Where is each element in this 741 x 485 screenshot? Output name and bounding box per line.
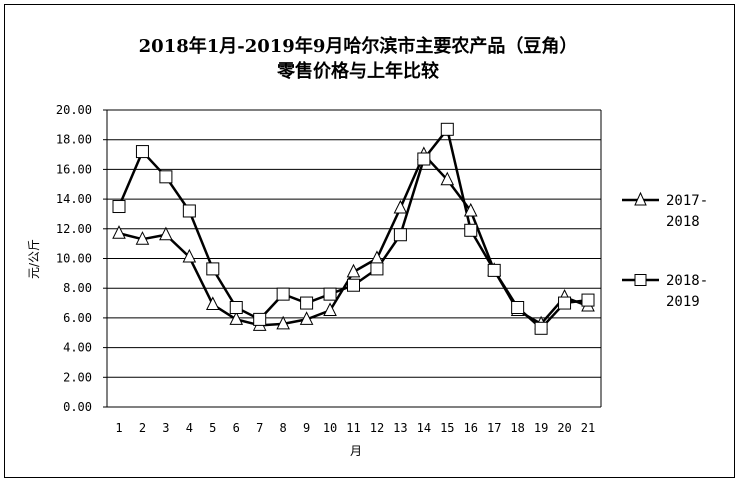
x-axis-label: 月 xyxy=(350,444,362,458)
x-tick-label: 4 xyxy=(186,421,193,435)
x-tick-label: 2 xyxy=(139,421,146,435)
x-tick-label: 6 xyxy=(233,421,240,435)
y-tick-label: 18.00 xyxy=(56,133,92,147)
chart-frame xyxy=(4,4,735,478)
legend-square-marker xyxy=(634,274,647,286)
data-point-triangle xyxy=(346,263,361,278)
y-tick-label: 2.00 xyxy=(63,370,92,384)
x-tick-label: 17 xyxy=(487,421,501,435)
y-tick-label: 0.00 xyxy=(63,400,92,414)
data-point-triangle xyxy=(159,226,173,241)
data-point-triangle xyxy=(276,315,290,330)
data-point-triangle xyxy=(229,311,244,325)
data-point-triangle xyxy=(323,302,337,316)
x-tick-label: 1 xyxy=(115,421,122,435)
data-point-square xyxy=(347,278,360,292)
data-point-triangle xyxy=(393,199,408,214)
data-point-triangle xyxy=(182,248,197,263)
data-point-square xyxy=(581,293,595,307)
x-tick-label: 20 xyxy=(557,421,571,435)
data-point-triangle xyxy=(463,202,478,217)
series-line-1 xyxy=(118,153,589,327)
data-point-square xyxy=(464,223,478,237)
data-point-square xyxy=(511,301,525,315)
legend-label-series-2-line-2: 2019 xyxy=(666,294,700,310)
x-tick-label: 10 xyxy=(323,421,337,435)
x-tick-label: 9 xyxy=(303,421,310,435)
data-point-square xyxy=(440,122,454,136)
legend-triangle-marker xyxy=(634,191,647,206)
data-point-square xyxy=(206,262,220,276)
data-point-square xyxy=(393,228,407,242)
x-tick-label: 18 xyxy=(510,421,524,435)
y-axis-ticks: 0.00 2.00 4.00 6.00 8.00 10.00 12.00 14.00 16.00… xyxy=(56,103,107,414)
x-tick-label: 15 xyxy=(440,421,454,435)
data-point-square xyxy=(323,287,337,301)
y-tick-label: 16.00 xyxy=(56,162,92,176)
series-layer xyxy=(112,122,595,335)
legend: 2017- 2018 2018- 2019 xyxy=(622,191,708,310)
y-tick-label: 20.00 xyxy=(56,103,92,117)
x-tick-label: 16 xyxy=(464,421,478,435)
data-point-square xyxy=(159,170,173,184)
chart-title-line-1: 2018年1月-2019年9月哈尔滨市主要农产品（豆角） xyxy=(139,35,578,57)
y-axis-label: 元/公斤 xyxy=(27,239,41,279)
x-tick-label: 11 xyxy=(346,421,360,435)
data-point-square xyxy=(370,262,384,276)
x-tick-label: 12 xyxy=(370,421,384,435)
y-tick-label: 4.00 xyxy=(63,341,92,355)
data-point-square xyxy=(558,296,572,310)
legend-label-series-1-line-1: 2017- xyxy=(666,193,708,209)
data-point-square xyxy=(276,287,290,301)
x-tick-label: 21 xyxy=(581,421,595,435)
data-point-triangle xyxy=(370,250,384,264)
legend-label-series-1-line-2: 2018 xyxy=(666,214,700,230)
data-point-triangle xyxy=(112,225,126,239)
x-tick-label: 14 xyxy=(417,421,431,435)
x-tick-label: 13 xyxy=(393,421,407,435)
data-point-triangle xyxy=(440,171,455,186)
data-point-square xyxy=(534,321,548,335)
x-tick-label: 8 xyxy=(280,421,287,435)
y-tick-label: 10.00 xyxy=(56,252,92,266)
data-point-triangle xyxy=(135,231,150,245)
x-tick-label: 19 xyxy=(534,421,548,435)
chart-title-line-2: 零售价格与上年比较 xyxy=(276,60,439,82)
gridlines xyxy=(106,109,602,408)
legend-item-series-2: 2018- 2019 xyxy=(622,273,708,310)
y-tick-label: 8.00 xyxy=(63,281,92,295)
data-point-triangle xyxy=(205,296,220,311)
data-point-triangle xyxy=(299,311,314,325)
x-tick-label: 3 xyxy=(162,421,169,435)
data-point-square xyxy=(182,204,196,218)
data-point-square xyxy=(417,152,431,166)
data-point-square xyxy=(229,301,243,315)
data-point-square xyxy=(487,263,501,277)
legend-label-series-2-line-1: 2018- xyxy=(666,273,708,289)
x-tick-label: 5 xyxy=(209,421,216,435)
data-point-square xyxy=(300,296,314,310)
y-tick-label: 6.00 xyxy=(63,311,92,325)
data-point-square xyxy=(112,200,126,214)
x-tick-label: 7 xyxy=(256,421,263,435)
y-tick-label: 14.00 xyxy=(56,192,92,206)
data-point-square xyxy=(135,145,149,159)
y-tick-label: 12.00 xyxy=(56,222,92,236)
x-axis-ticks: 1 2 3 4 5 6 7 8 9 10 11 12 13 14 15 16 17 18 19 20 21 xyxy=(115,421,595,435)
legend-item-series-1: 2017- 2018 xyxy=(622,191,708,230)
data-point-square xyxy=(253,312,267,326)
